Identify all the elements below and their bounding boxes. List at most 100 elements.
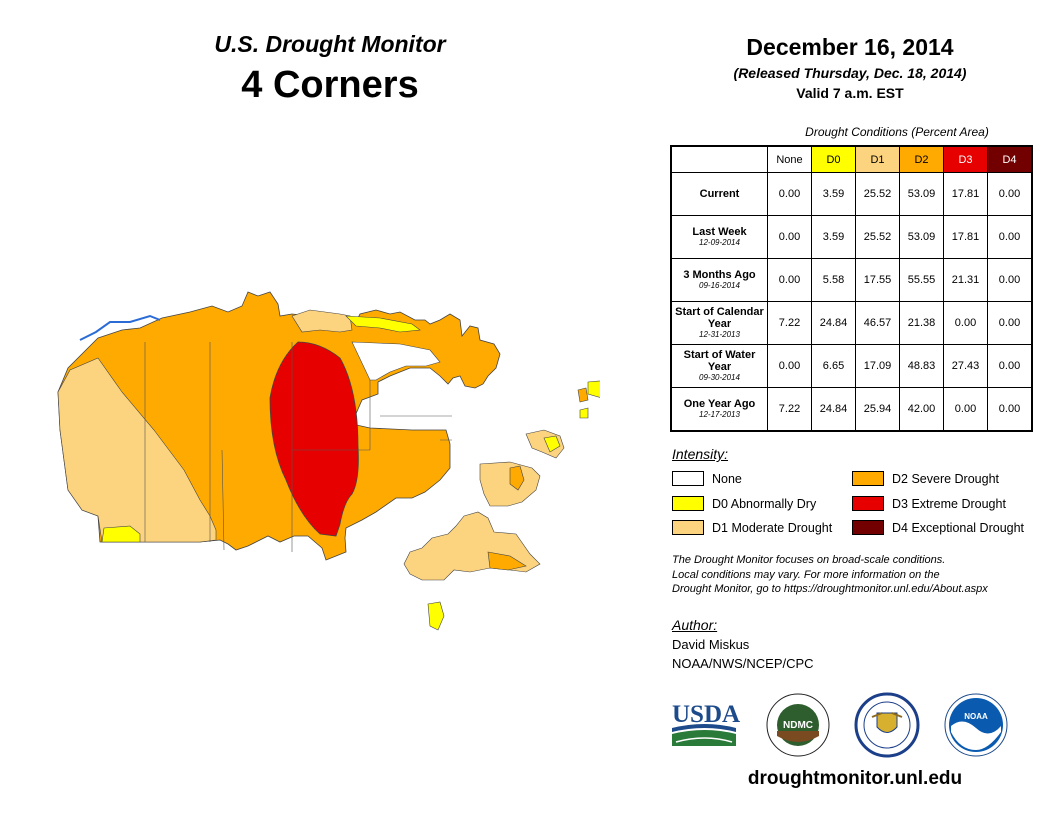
header-d4: D4 [987,146,1032,173]
table-cell: 0.00 [767,215,812,259]
legend-swatch [672,471,704,486]
doc-seal-icon [854,692,920,758]
legend-swatch [852,520,884,535]
legend-swatch [852,471,884,486]
row-label: Last Week 12-09-2014 [671,215,768,259]
table-caption: Drought Conditions (Percent Area) [805,125,989,139]
map-date: December 16, 2014 [746,34,954,60]
table-cell: 5.58 [811,258,856,302]
legend-swatch [852,496,884,511]
table-cell: 0.00 [987,172,1032,216]
header-d2: D2 [899,146,944,173]
row-date: 12-31-2013 [699,330,740,339]
table-cell: 0.00 [767,344,812,388]
table-cell: 7.22 [767,387,812,431]
legend-item-d2: D2 Severe Drought [852,471,999,486]
table-cell: 24.84 [811,387,856,431]
author-name: David Miskus [672,637,750,652]
author-title: Author: [672,617,718,633]
map-title: U.S. Drought Monitor [214,31,446,57]
legend-label: D4 Exceptional Drought [892,520,1025,535]
table-cell: 0.00 [767,258,812,302]
note-line: Drought Monitor, go to https://droughtmo… [672,583,988,595]
table-cell: 55.55 [899,258,944,302]
table-cell: 0.00 [987,301,1032,345]
table-cell: 7.22 [767,301,812,345]
table-cell: 21.38 [899,301,944,345]
table-cell: 21.31 [943,258,988,302]
partner-logos: USDA NDMC NOAA [672,692,1008,758]
table-cell: 0.00 [987,387,1032,431]
table-header-row: None D0 D1 D2 D3 D4 [672,146,1032,173]
table-cell: 3.59 [811,172,856,216]
legend-swatch [672,496,704,511]
header-none: None [767,146,812,173]
header-d0: D0 [811,146,856,173]
table-cell: 25.52 [855,172,900,216]
table-cell: 46.57 [855,301,900,345]
table-cell: 53.09 [899,172,944,216]
row-date: 12-09-2014 [699,238,740,247]
legend-label: D0 Abnormally Dry [712,496,817,511]
table-cell: 17.09 [855,344,900,388]
legend-label: D1 Moderate Drought [712,520,833,535]
table-cell: 25.94 [855,387,900,431]
ndmc-logo-text: NDMC [783,720,813,731]
table-cell: 17.55 [855,258,900,302]
release-date: (Released Thursday, Dec. 18, 2014) [733,65,967,81]
legend-label: D2 Severe Drought [892,471,1000,486]
table-row: Start of Water Year 09-30-2014 0.00 6.65 … [671,344,1032,388]
table-cell: 0.00 [987,344,1032,388]
table-cell: 25.52 [855,215,900,259]
ndmc-logo-icon: NDMC [766,693,830,757]
table-cell: 0.00 [987,215,1032,259]
header-d1: D1 [855,146,900,173]
author-org: NOAA/NWS/NCEP/CPC [672,656,814,671]
note-line: Local conditions may vary. For more info… [672,568,940,581]
legend-item-none: None [672,471,742,486]
header-d3: D3 [943,146,988,173]
table-row: Current 0.00 3.59 25.52 53.09 17.81 0.00 [671,172,1032,216]
table-cell: 53.09 [899,215,944,259]
row-date: 09-16-2014 [699,281,740,290]
row-label: One Year Ago 12-17-2013 [671,387,768,431]
legend-item-d1: D1 Moderate Drought [672,520,832,535]
legend-label: None [712,471,742,486]
drought-conditions-table: None D0 D1 D2 D3 D4 Current 0.00 3.59 25… [670,145,1033,432]
usda-logo-text: USDA [672,701,740,728]
table-cell: 17.81 [943,215,988,259]
row-date: 12-17-2013 [699,410,740,419]
row-date: 09-30-2014 [699,373,740,382]
table-row: Start of Calendar Year 12-31-2013 7.22 24… [671,301,1032,345]
table-cell: 6.65 [811,344,856,388]
valid-time: Valid 7 a.m. EST [796,85,904,101]
table-row: One Year Ago 12-17-2013 7.22 24.84 25.94 … [671,387,1032,431]
date-block: December 16, 2014 (Released Thursday, De… [690,32,1010,102]
row-label: Current [671,172,768,216]
row-label: Start of Calendar Year 12-31-2013 [671,301,768,345]
table-cell: 24.84 [811,301,856,345]
legend-item-d4: D4 Exceptional Drought [852,520,1024,535]
legend-swatch [672,520,704,535]
header-blank-cell [672,147,768,173]
legend-label: D3 Extreme Drought [892,496,1006,511]
table-cell: 42.00 [899,387,944,431]
noaa-logo-text: NOAA [964,712,988,721]
table-row: Last Week 12-09-2014 0.00 3.59 25.52 53.0… [671,215,1032,259]
website-url[interactable]: droughtmonitor.unl.edu [747,768,963,789]
table-cell: 0.00 [767,172,812,216]
row-label: 3 Months Ago 09-16-2014 [671,258,768,302]
table-cell: 27.43 [943,344,988,388]
legend-item-d0: D0 Abnormally Dry [672,496,816,511]
drought-map [57,291,600,631]
east-region [403,380,600,631]
table-cell: 3.59 [811,215,856,259]
legend-title: Intensity: [672,446,729,462]
table-cell: 0.00 [943,301,988,345]
disclaimer-note: The Drought Monitor focuses on broad-sca… [672,553,1052,597]
note-line: The Drought Monitor focuses on broad-sca… [672,554,946,566]
table-cell: 48.83 [899,344,944,388]
main-region [57,291,501,561]
table-row: 3 Months Ago 09-16-2014 0.00 5.58 17.55 5… [671,258,1032,302]
usda-logo-icon: USDA [672,701,740,746]
